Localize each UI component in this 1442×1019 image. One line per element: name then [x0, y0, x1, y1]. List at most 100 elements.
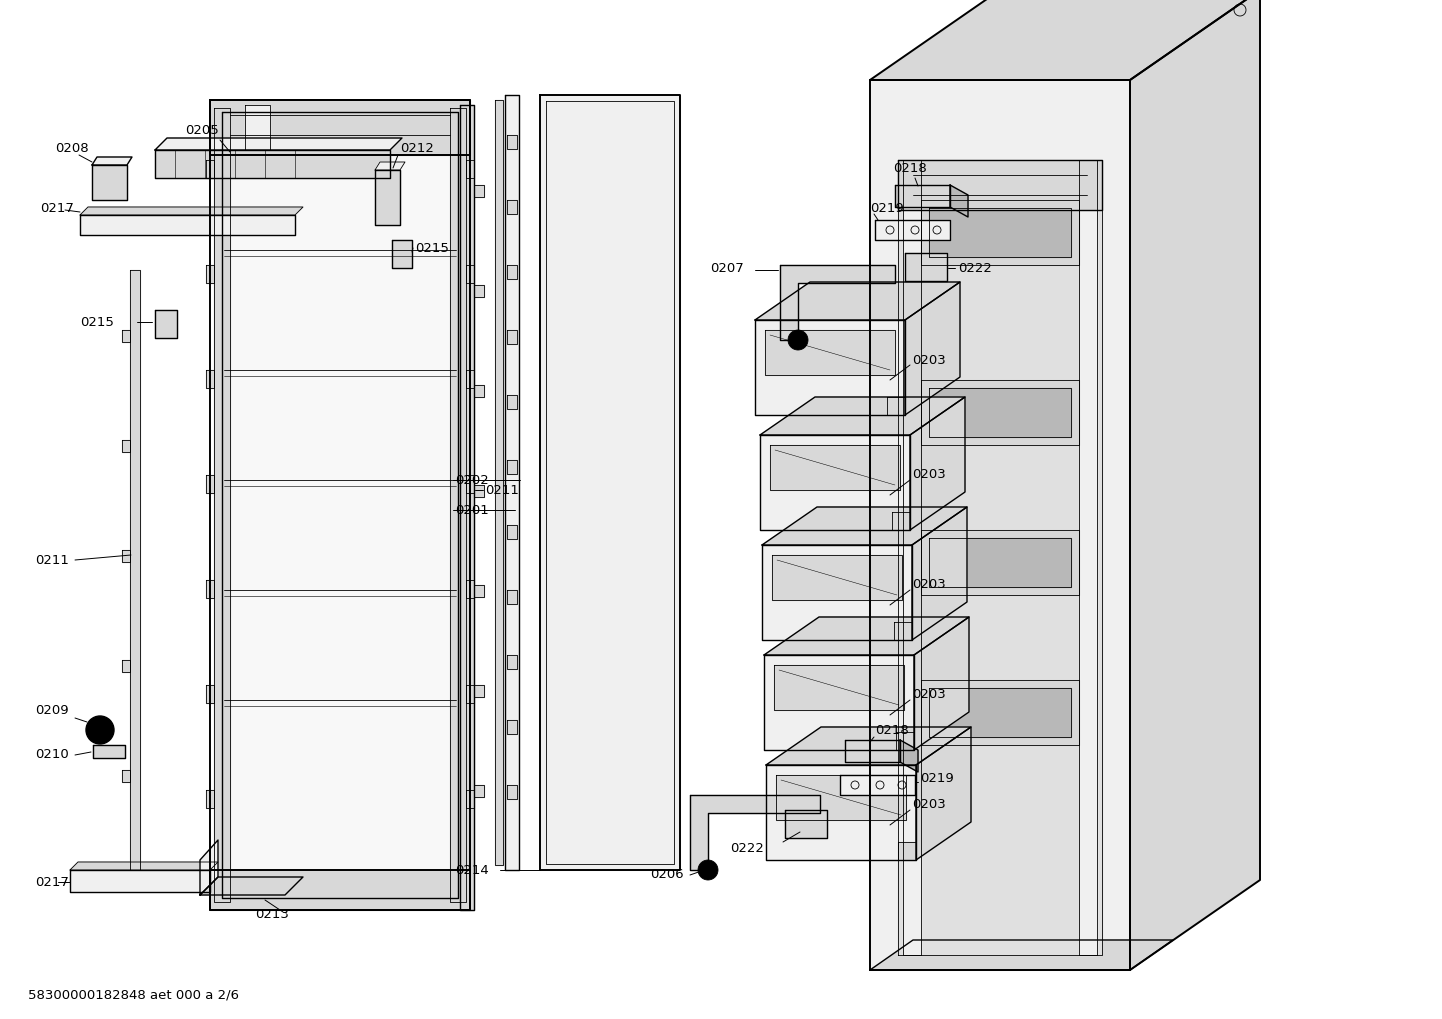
Polygon shape [784, 810, 828, 838]
Polygon shape [474, 285, 485, 297]
Polygon shape [71, 870, 211, 892]
Polygon shape [508, 200, 518, 214]
Polygon shape [776, 775, 906, 820]
Polygon shape [508, 655, 518, 669]
Polygon shape [206, 265, 213, 283]
Polygon shape [929, 388, 1071, 437]
Polygon shape [1079, 160, 1097, 955]
Polygon shape [870, 81, 1131, 970]
Polygon shape [200, 877, 303, 895]
Text: 0210: 0210 [35, 749, 69, 761]
Polygon shape [756, 282, 960, 320]
Polygon shape [771, 555, 903, 600]
Polygon shape [211, 100, 470, 155]
Polygon shape [474, 185, 485, 197]
Text: 0203: 0203 [911, 354, 946, 367]
Polygon shape [508, 135, 518, 149]
Text: 0203: 0203 [911, 469, 946, 482]
Polygon shape [916, 727, 970, 860]
Polygon shape [375, 162, 405, 170]
Text: 0201: 0201 [456, 503, 489, 517]
Polygon shape [508, 720, 518, 734]
Polygon shape [466, 265, 474, 283]
Polygon shape [92, 157, 133, 165]
Text: 58300000182848 aet 000 a 2/6: 58300000182848 aet 000 a 2/6 [27, 988, 239, 1002]
Polygon shape [211, 100, 470, 910]
Polygon shape [870, 0, 1260, 81]
Polygon shape [760, 397, 965, 435]
Polygon shape [760, 435, 910, 530]
Polygon shape [539, 95, 681, 870]
Text: 0203: 0203 [911, 799, 946, 811]
Polygon shape [245, 105, 270, 150]
Text: 0202: 0202 [456, 474, 489, 486]
Polygon shape [460, 105, 474, 910]
Polygon shape [508, 785, 518, 799]
Polygon shape [123, 440, 130, 452]
Polygon shape [508, 330, 518, 344]
Polygon shape [505, 95, 519, 870]
Polygon shape [691, 795, 820, 870]
Polygon shape [79, 207, 303, 215]
Polygon shape [894, 622, 911, 640]
Polygon shape [898, 842, 916, 860]
Text: 0215: 0215 [415, 242, 448, 255]
Text: 0222: 0222 [730, 842, 764, 855]
Polygon shape [766, 330, 895, 375]
Polygon shape [929, 688, 1071, 737]
Polygon shape [130, 270, 140, 870]
Circle shape [87, 716, 114, 744]
Polygon shape [898, 160, 1102, 955]
Polygon shape [764, 616, 969, 655]
Polygon shape [474, 485, 485, 497]
Polygon shape [910, 397, 965, 530]
Text: 0215: 0215 [79, 316, 114, 328]
Polygon shape [213, 108, 231, 902]
Polygon shape [766, 727, 970, 765]
Polygon shape [466, 370, 474, 388]
Polygon shape [71, 862, 218, 870]
Polygon shape [206, 685, 213, 703]
Text: 0222: 0222 [957, 262, 992, 274]
Polygon shape [1131, 0, 1260, 970]
Polygon shape [875, 220, 950, 240]
Polygon shape [508, 590, 518, 604]
Text: 0211: 0211 [35, 553, 69, 567]
Text: 0217: 0217 [40, 202, 74, 215]
Text: 0213: 0213 [255, 909, 288, 921]
Polygon shape [466, 685, 474, 703]
Polygon shape [921, 680, 1079, 745]
Polygon shape [756, 320, 906, 415]
Text: 0218: 0218 [875, 723, 908, 737]
Polygon shape [508, 265, 518, 279]
Polygon shape [474, 785, 485, 797]
Polygon shape [200, 840, 218, 895]
Text: 0219: 0219 [920, 771, 953, 785]
Polygon shape [206, 580, 213, 598]
Polygon shape [466, 580, 474, 598]
Polygon shape [466, 160, 474, 178]
Polygon shape [900, 740, 919, 772]
Polygon shape [206, 160, 213, 178]
Polygon shape [761, 507, 968, 545]
Polygon shape [222, 112, 459, 898]
Polygon shape [895, 732, 914, 750]
Text: 0217: 0217 [35, 875, 69, 889]
Polygon shape [154, 310, 177, 338]
Text: 0207: 0207 [709, 262, 744, 274]
Polygon shape [92, 165, 127, 200]
Polygon shape [893, 512, 910, 530]
Text: 0203: 0203 [911, 579, 946, 591]
Polygon shape [929, 538, 1071, 587]
Polygon shape [211, 870, 470, 910]
Polygon shape [466, 475, 474, 493]
Polygon shape [761, 545, 911, 640]
Polygon shape [123, 770, 130, 782]
Polygon shape [845, 740, 900, 762]
Polygon shape [870, 940, 1172, 970]
Polygon shape [914, 616, 969, 750]
Polygon shape [841, 775, 916, 795]
Polygon shape [950, 185, 968, 217]
Polygon shape [508, 525, 518, 539]
Polygon shape [906, 282, 960, 415]
